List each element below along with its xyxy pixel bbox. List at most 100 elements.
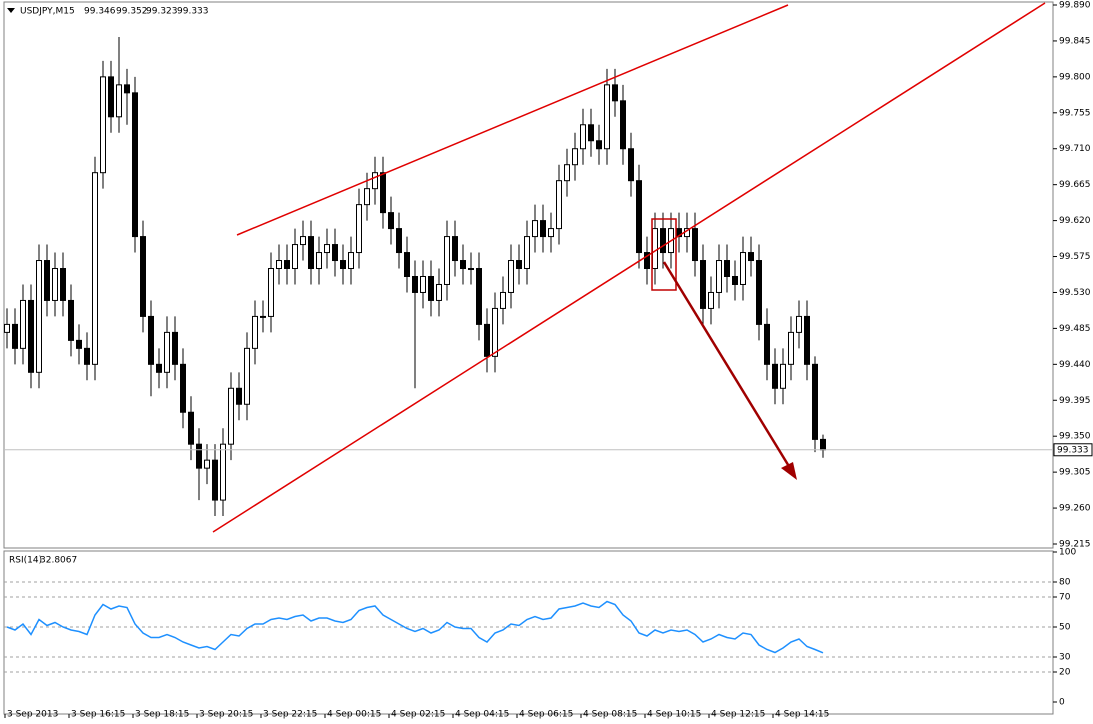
x-tick-label: 3 Sep 22:15: [263, 710, 317, 720]
last-high: 99.352: [116, 7, 148, 17]
candle-body: [4, 323, 10, 333]
candle-body: [244, 347, 250, 405]
candle-body: [100, 76, 106, 174]
candle-body: [612, 84, 618, 102]
candle-body: [636, 180, 642, 254]
y-tick-label: 0: [1059, 698, 1065, 708]
y-tick-label: 99.440: [1059, 360, 1091, 370]
candle-body: [124, 84, 130, 94]
y-tick-label: 99.710: [1059, 144, 1091, 154]
candle-body: [412, 275, 418, 293]
y-tick-label: 99.260: [1059, 504, 1091, 514]
candle-body: [708, 291, 714, 309]
last-low: 99.323: [146, 7, 178, 17]
candle-body: [380, 172, 386, 214]
candle-body: [692, 228, 698, 262]
x-tick-label: 3 Sep 20:15: [199, 710, 253, 720]
menu-triangle: [7, 8, 15, 13]
candle-body: [156, 363, 162, 373]
x-tick-label: 4 Sep 02:15: [391, 710, 445, 720]
candle-body: [524, 236, 530, 270]
x-tick-label: 4 Sep 12:15: [711, 710, 765, 720]
candle-body: [188, 411, 194, 445]
candle-body: [348, 252, 354, 270]
price-box: [1053, 443, 1093, 457]
price-label: 99.333: [1057, 445, 1089, 455]
candle-body: [36, 260, 42, 373]
trend-line: [212, 2, 1046, 533]
candle-body: [236, 387, 242, 405]
candle-body: [364, 188, 370, 206]
candle-body: [540, 220, 546, 238]
candle-body: [804, 315, 810, 365]
y-tick-label: 99.665: [1059, 180, 1091, 190]
candle-body: [164, 331, 170, 373]
candle-body: [436, 283, 442, 301]
candle-body: [404, 252, 410, 277]
candle-body: [748, 252, 754, 262]
candle-body: [596, 140, 602, 150]
candle-body: [284, 260, 290, 270]
candle-body: [388, 212, 394, 230]
candle-body: [372, 172, 378, 190]
candle-body: [172, 331, 178, 365]
candle-body: [140, 236, 146, 317]
candle-body: [556, 180, 562, 230]
y-tick-label: 70: [1059, 593, 1071, 603]
candle-body: [204, 459, 210, 469]
rsi-title: RSI(14): [9, 556, 42, 566]
highlight-box: [651, 218, 677, 291]
candle-body: [420, 275, 426, 293]
candle-body: [604, 84, 610, 150]
candle-body: [652, 228, 658, 270]
candle-body: [76, 339, 82, 349]
candle-body: [700, 260, 706, 309]
y-tick-label: 100: [1059, 548, 1076, 558]
candle-body: [492, 307, 498, 357]
trend-line: [236, 4, 789, 236]
candle-body: [732, 275, 738, 285]
candle-body: [772, 363, 778, 389]
candle-body: [740, 252, 746, 285]
candle-body: [116, 84, 122, 118]
y-tick-label: 99.215: [1059, 540, 1091, 550]
y-tick-label: 99.350: [1059, 432, 1091, 442]
candle-body: [196, 443, 202, 469]
candle-body: [588, 124, 594, 142]
candle-body: [628, 148, 634, 182]
candle-body: [468, 268, 474, 271]
x-tick-label: 4 Sep 14:15: [775, 710, 829, 720]
rsi-line: [6, 600, 824, 654]
candle-body: [292, 244, 298, 270]
y-tick-label: 99.485: [1059, 324, 1091, 334]
x-tick-label: 4 Sep 04:15: [455, 710, 509, 720]
candle-body: [484, 323, 490, 357]
candle-body: [228, 387, 234, 445]
y-tick-label: 20: [1059, 668, 1071, 678]
candle-body: [444, 236, 450, 285]
y-tick-label: 50: [1059, 623, 1071, 633]
candle-body: [428, 275, 434, 301]
arrow-head: [781, 462, 797, 480]
y-tick-label: 99.845: [1059, 36, 1091, 46]
candle-body: [252, 315, 258, 349]
candle-body: [316, 252, 322, 270]
candle-body: [28, 299, 34, 373]
candle-body: [340, 260, 346, 270]
x-tick-label: 4 Sep 00:15: [327, 710, 381, 720]
candle-body: [212, 459, 218, 501]
rsi-last: 32.8067: [40, 556, 77, 566]
y-tick-label: 30: [1059, 653, 1071, 663]
x-tick-label: 4 Sep 08:15: [583, 710, 637, 720]
candle-body: [20, 299, 26, 349]
main-frame: [3, 1, 1054, 549]
plot-layer: 99.890 99.845 99.800 99.755 99.710 99.665 99.6…: [4, 1, 1093, 720]
rsi-frame: [3, 550, 1054, 715]
candle-body: [764, 323, 770, 365]
candle-body: [308, 236, 314, 270]
arrow: [662, 261, 792, 469]
candle-body: [812, 363, 818, 440]
x-tick-label: 3 Sep 18:15: [135, 710, 189, 720]
y-tick-label: 99.800: [1059, 72, 1091, 82]
candle-body: [548, 228, 554, 238]
